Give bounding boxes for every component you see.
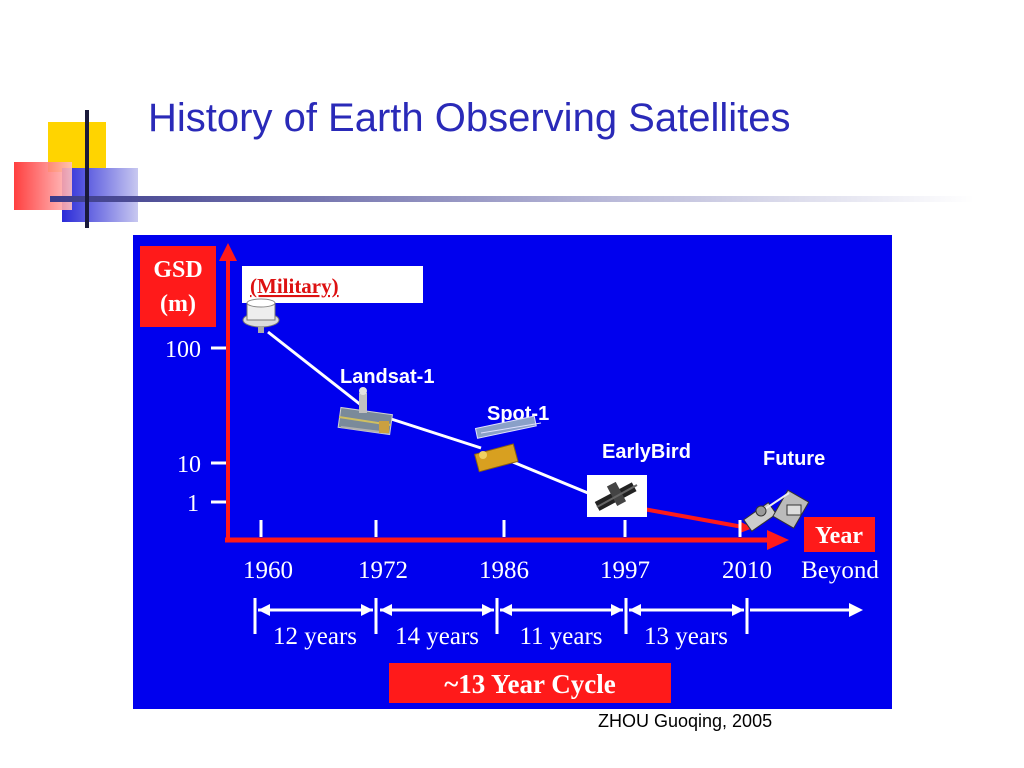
cycle-label: ~13 Year Cycle <box>444 669 616 699</box>
interval-label-3: 11 years <box>519 623 602 650</box>
interval-label-4: 13 years <box>644 623 728 650</box>
author-credit: ZHOU Guoqing, 2005 <box>598 711 773 731</box>
satellite-history-diagram: 100 10 1 GSD (m) (Military) Year 1960 19… <box>133 235 892 709</box>
y-tick-100: 100 <box>165 337 201 363</box>
x-axis-label: Year <box>815 523 863 549</box>
future-satellite-icon <box>743 489 810 532</box>
y-axis-label-unit: (m) <box>160 291 196 317</box>
y-tick-1: 1 <box>187 491 199 517</box>
y-axis-label-box <box>140 246 216 327</box>
x-tick-beyond: Beyond <box>801 557 879 584</box>
military-label: (Military) <box>250 274 339 298</box>
x-tick-1960: 1960 <box>243 557 293 584</box>
satellite-label-future: Future <box>763 448 825 470</box>
interval-label-1: 12 years <box>273 623 357 650</box>
earlybird-satellite-icon <box>587 475 647 517</box>
x-tick-1972: 1972 <box>358 557 408 584</box>
military-satellite-icon <box>242 298 280 333</box>
interval-label-2: 14 years <box>395 623 479 650</box>
spot-satellite-icon <box>474 415 542 473</box>
x-tick-1986: 1986 <box>479 557 529 584</box>
x-tick-2010: 2010 <box>722 557 772 584</box>
diagram-canvas: 100 10 1 GSD (m) (Military) Year 1960 19… <box>140 243 879 703</box>
cycle-label-box <box>389 663 671 703</box>
satellite-label-landsat-1: Landsat-1 <box>340 366 434 388</box>
x-axis <box>225 520 789 550</box>
slide-title: History of Earth Observing Satellites <box>148 96 791 140</box>
x-tick-1997: 1997 <box>600 557 650 584</box>
military-label-box <box>242 266 423 303</box>
corner-decoration <box>14 110 974 228</box>
y-axis <box>211 243 237 538</box>
interval-timeline <box>253 598 863 634</box>
trend-line <box>267 330 753 533</box>
landsat-satellite-icon <box>337 387 393 436</box>
x-axis-label-box <box>804 517 875 552</box>
y-axis-label-gsd: GSD <box>153 257 202 283</box>
y-tick-10: 10 <box>177 452 201 478</box>
satellite-label-earlybird: EarlyBird <box>602 441 691 463</box>
